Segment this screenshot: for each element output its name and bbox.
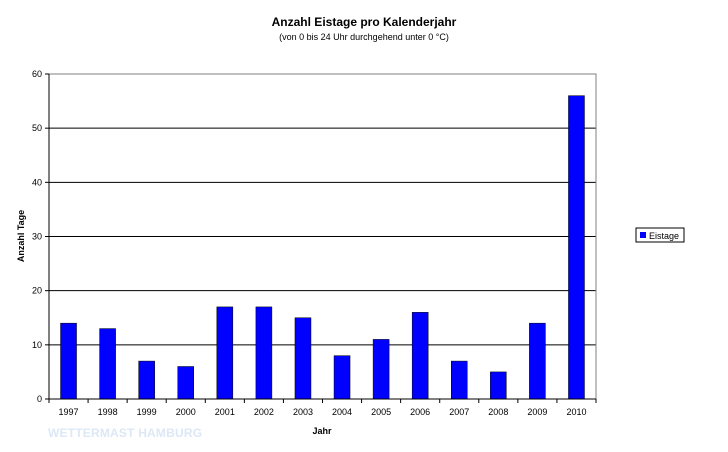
y-axis: 0 10 20 30 40 50 60 bbox=[32, 69, 50, 404]
x-tick-label: 2010 bbox=[566, 407, 586, 417]
bar bbox=[490, 371, 507, 400]
bar bbox=[411, 312, 429, 400]
bar bbox=[529, 322, 546, 400]
bar bbox=[60, 322, 77, 400]
x-tick-label: 2004 bbox=[332, 407, 352, 417]
watermark: WETTERMAST HAMBURG bbox=[48, 426, 203, 440]
bar bbox=[177, 366, 194, 400]
y-tick-label: 40 bbox=[32, 177, 42, 187]
bar bbox=[372, 339, 390, 400]
x-tick-label: 2002 bbox=[254, 407, 274, 417]
y-tick-label: 50 bbox=[32, 123, 42, 133]
x-tick-label: 1997 bbox=[59, 407, 79, 417]
x-tick-label: 2003 bbox=[293, 407, 313, 417]
bars bbox=[60, 95, 585, 400]
bar bbox=[255, 306, 273, 400]
bar bbox=[99, 328, 116, 400]
legend: Eistage bbox=[635, 227, 685, 243]
x-tick-label: 2000 bbox=[176, 407, 196, 417]
gridlines bbox=[49, 73, 596, 346]
x-tick-label: 2007 bbox=[449, 407, 469, 417]
x-tick-label: 1998 bbox=[98, 407, 118, 417]
x-axis: 1997 1998 1999 2000 2001 2002 2003 2004 2005 2006… bbox=[48, 398, 597, 417]
legend-swatch bbox=[640, 232, 646, 238]
x-tick-label: 2001 bbox=[215, 407, 235, 417]
chart-subtitle: (von 0 bis 24 Uhr durchgehend unter 0 °C… bbox=[279, 32, 449, 42]
bar bbox=[138, 360, 155, 400]
x-tick-label: 2006 bbox=[410, 407, 430, 417]
y-tick-label: 60 bbox=[32, 69, 42, 79]
chart-title: Anzahl Eistage pro Kalenderjahr bbox=[271, 15, 457, 29]
y-tick-label: 10 bbox=[32, 340, 42, 350]
x-tick-label: 1999 bbox=[137, 407, 157, 417]
bar bbox=[568, 95, 585, 400]
legend-label: Eistage bbox=[649, 231, 679, 241]
x-tick-label: 2009 bbox=[527, 407, 547, 417]
bar bbox=[451, 360, 468, 400]
y-axis-label: Anzahl Tage bbox=[16, 210, 26, 262]
x-tick-label: 2008 bbox=[488, 407, 508, 417]
x-axis-label: Jahr bbox=[312, 426, 332, 436]
y-tick-label: 0 bbox=[37, 394, 42, 404]
bar bbox=[333, 355, 351, 400]
bar bbox=[294, 317, 312, 400]
y-tick-label: 20 bbox=[32, 286, 42, 296]
y-tick-label: 30 bbox=[32, 232, 42, 242]
x-tick-label: 2005 bbox=[371, 407, 391, 417]
bar bbox=[216, 306, 234, 400]
legend-box bbox=[635, 227, 685, 243]
